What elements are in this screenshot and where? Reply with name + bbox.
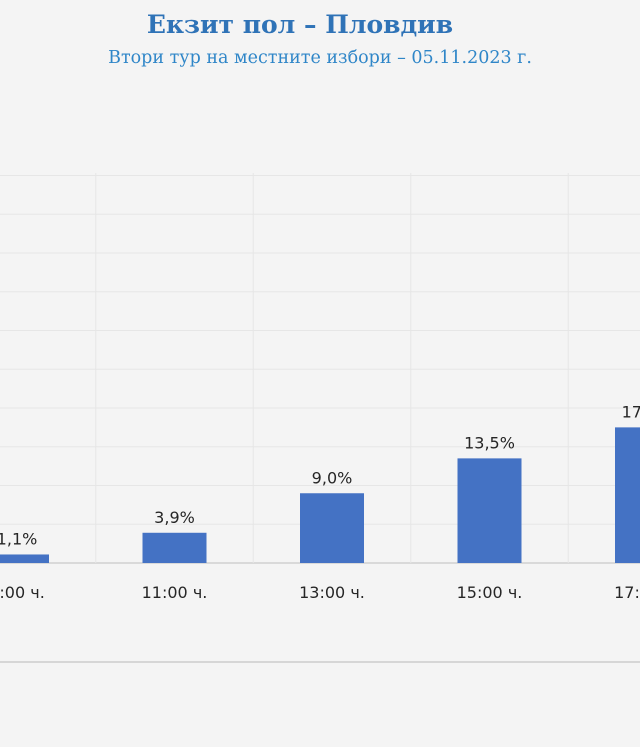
bar [300,493,364,563]
x-tick-label: 11:00 ч. [142,583,208,602]
bar-value-label: 3,9% [154,508,195,527]
chart-subtitle: Втори тур на местните избори – 05.11.202… [108,48,532,68]
bar [615,427,640,563]
x-tick-labels: 9:00 ч. 11:00 ч. 13:00 ч. 15:00 ч. 17:00 ч. [0,583,640,602]
bar [457,458,522,563]
bar-value-label: 17,5% [622,402,640,421]
chart-title: Екзит пол – Пловдив [146,10,454,39]
bar [142,532,207,563]
bars [0,427,640,563]
x-tick-label: 15:00 ч. [457,583,523,602]
x-tick-label: 17:00 ч. [614,583,640,602]
bar-value-label: 13,5% [464,433,515,452]
bottom-divider [0,661,640,663]
x-tick-label: 9:00 ч. [0,583,45,602]
data-labels: 1,1% 3,9% 9,0% 13,5% 17,5% [0,402,640,548]
bar-value-label: 9,0% [312,468,353,487]
x-tick-label: 13:00 ч. [299,583,365,602]
bar-value-label: 1,1% [0,529,37,548]
bar [0,554,49,563]
